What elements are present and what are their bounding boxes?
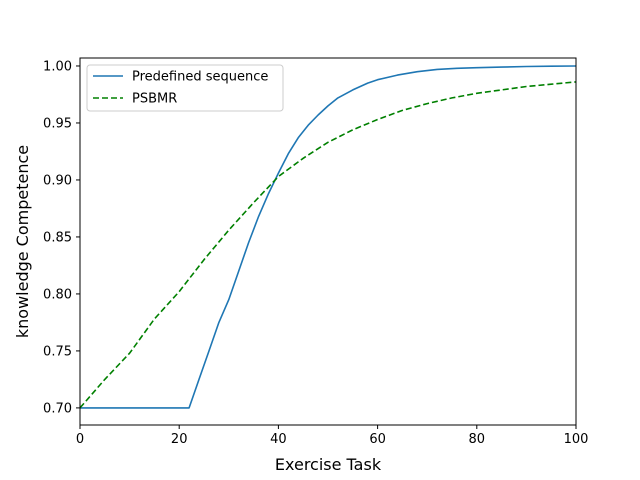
y-axis: 0.70 0.75 0.80 0.85 0.90 0.95 1.00 — [43, 59, 80, 416]
y-tick-label: 0.90 — [43, 173, 72, 188]
y-tick-label: 0.85 — [43, 230, 72, 245]
x-tick-label: 40 — [270, 432, 287, 447]
x-tick-label: 80 — [469, 432, 486, 447]
x-axis: 0 20 40 60 80 100 — [76, 425, 589, 447]
x-axis-label: Exercise Task — [275, 455, 382, 474]
axes-frame — [79, 57, 577, 426]
y-tick-label: 0.70 — [43, 401, 72, 416]
y-tick-label: 0.75 — [43, 344, 72, 359]
series-line-psbmr — [80, 81, 576, 409]
y-tick-label: 0.80 — [43, 287, 72, 302]
legend: Predefined sequence PSBMR — [86, 64, 284, 112]
legend-entry: PSBMR — [132, 92, 177, 107]
series-line-predefined-sequence — [80, 65, 576, 409]
legend-entry: Predefined sequence — [132, 70, 268, 85]
x-tick-label: 20 — [171, 432, 188, 447]
x-tick-label: 60 — [369, 432, 386, 447]
series-group — [80, 65, 576, 409]
x-tick-label: 0 — [76, 432, 84, 447]
x-tick-label: 100 — [564, 432, 589, 447]
legend-box — [86, 64, 284, 112]
y-axis-label: knowledge Competence — [13, 145, 32, 338]
y-tick-label: 0.95 — [43, 116, 72, 131]
y-tick-label: 1.00 — [43, 59, 72, 74]
